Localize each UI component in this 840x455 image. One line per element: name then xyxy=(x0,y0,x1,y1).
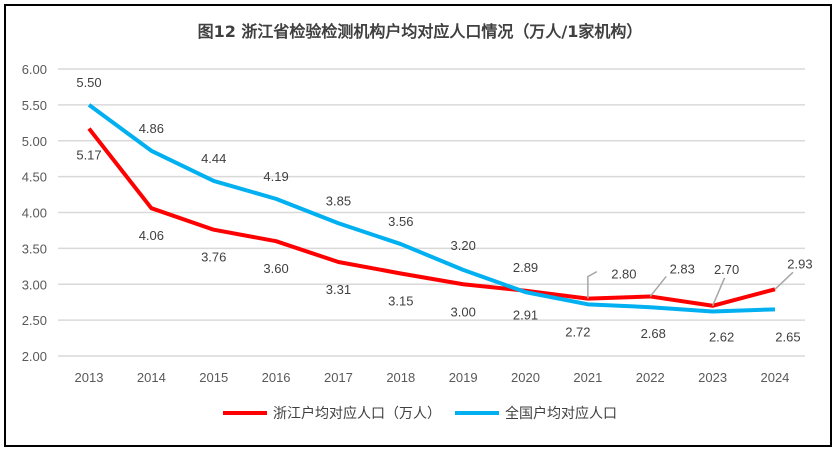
data-label: 2.93 xyxy=(787,256,812,271)
leader-line xyxy=(774,271,794,290)
data-label: 2.65 xyxy=(775,329,800,344)
y-tick-label: 4.00 xyxy=(22,206,47,221)
x-tick-label: 2013 xyxy=(75,370,104,385)
data-label: 4.86 xyxy=(139,121,164,136)
x-tick-label: 2024 xyxy=(760,370,789,385)
legend-swatch-zhejiang xyxy=(223,411,267,415)
leader-line xyxy=(649,275,667,297)
data-label: 2.91 xyxy=(513,308,538,323)
y-tick-label: 4.50 xyxy=(22,170,47,185)
data-label: 5.50 xyxy=(76,75,101,90)
legend-label-zhejiang: 浙江户均对应人口（万人） xyxy=(273,406,441,422)
x-tick-label: 2020 xyxy=(511,370,540,385)
data-label: 2.83 xyxy=(670,261,695,276)
leader-line xyxy=(587,270,598,299)
data-label: 4.44 xyxy=(201,151,226,166)
y-tick-label: 3.00 xyxy=(22,277,47,292)
x-tick-label: 2021 xyxy=(573,370,602,385)
data-label: 3.00 xyxy=(451,304,476,319)
legend: 浙江户均对应人口（万人） 全国户均对应人口 xyxy=(0,403,840,423)
data-label: 2.89 xyxy=(513,260,538,275)
data-label: 3.85 xyxy=(326,193,351,208)
legend-item-zhejiang: 浙江户均对应人口（万人） xyxy=(223,403,441,423)
x-tick-label: 2016 xyxy=(262,370,291,385)
data-label: 3.31 xyxy=(326,282,351,297)
y-tick-label: 5.00 xyxy=(22,134,47,149)
x-tick-label: 2023 xyxy=(698,370,727,385)
data-label: 3.20 xyxy=(451,238,476,253)
data-label: 4.06 xyxy=(139,228,164,243)
legend-label-national: 全国户均对应人口 xyxy=(505,406,617,422)
x-tick-label: 2022 xyxy=(636,370,665,385)
y-tick-label: 2.00 xyxy=(22,349,47,364)
series-line-zhejiang xyxy=(87,127,776,308)
data-label: 3.60 xyxy=(263,261,288,276)
legend-swatch-national xyxy=(455,411,499,415)
y-tick-label: 3.50 xyxy=(22,241,47,256)
chart-frame xyxy=(4,4,832,447)
series-line-national xyxy=(87,103,776,314)
x-tick-label: 2015 xyxy=(199,370,228,385)
y-tick-label: 2.50 xyxy=(22,313,47,328)
data-label: 4.19 xyxy=(263,169,288,184)
y-tick-label: 6.00 xyxy=(22,62,47,77)
leader-line xyxy=(711,277,726,307)
y-tick-label: 5.50 xyxy=(22,98,47,113)
data-label: 2.72 xyxy=(565,324,590,339)
data-label: 3.76 xyxy=(201,250,226,265)
data-label: 3.15 xyxy=(388,293,413,308)
data-label: 5.17 xyxy=(76,148,101,163)
data-label: 2.80 xyxy=(611,267,636,282)
data-label: 2.70 xyxy=(714,262,739,277)
x-tick-label: 2018 xyxy=(386,370,415,385)
chart-title: 图12 浙江省检验检测机构户均对应人口情况（万人/1家机构） xyxy=(197,22,643,41)
data-label: 2.62 xyxy=(709,330,734,345)
legend-item-national: 全国户均对应人口 xyxy=(455,403,617,423)
x-tick-label: 2017 xyxy=(324,370,353,385)
x-tick-label: 2019 xyxy=(449,370,478,385)
data-label: 3.56 xyxy=(388,214,413,229)
data-label: 2.68 xyxy=(641,326,666,341)
x-tick-label: 2014 xyxy=(137,370,166,385)
